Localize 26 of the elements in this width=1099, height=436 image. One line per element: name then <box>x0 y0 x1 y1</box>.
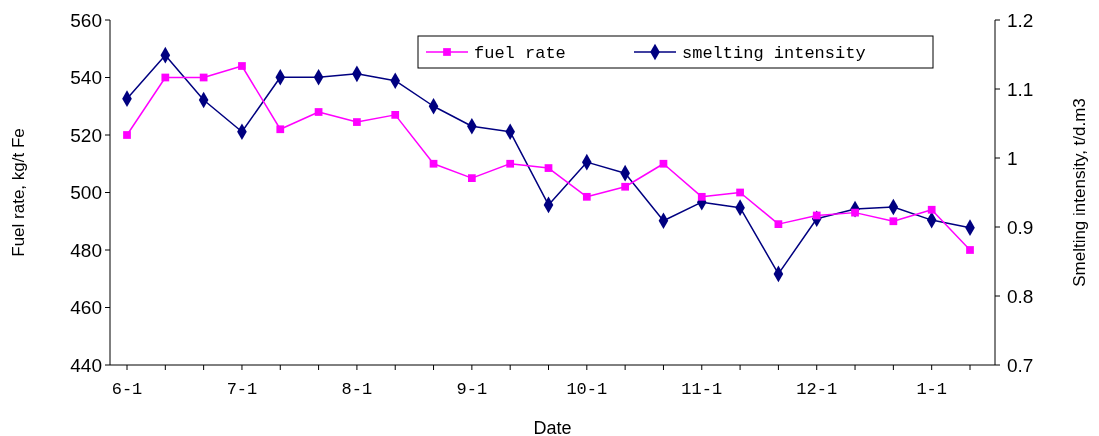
y-tick-label: 520 <box>70 124 102 146</box>
y2-tick-label: 1.1 <box>1007 78 1034 100</box>
y2-tick-label: 0.9 <box>1007 216 1034 238</box>
y-tick-label: 480 <box>70 239 102 261</box>
x-tick-label: 6-1 <box>111 380 143 399</box>
y-tick-label: 560 <box>70 9 102 31</box>
x-tick-label: 1-1 <box>916 380 947 399</box>
y-axis-title: Fuel rate, kg/t Fe <box>9 128 28 257</box>
y-tick-label: 500 <box>70 182 102 204</box>
y2-tick-label: 0.8 <box>1007 285 1034 307</box>
y2-tick-label: 0.7 <box>1007 354 1034 376</box>
x-axis-title: Date <box>533 418 572 436</box>
x-tick-label: 10-1 <box>566 380 608 399</box>
x-tick-label: 7-1 <box>226 380 258 399</box>
y2-tick-label: 1 <box>1007 147 1018 169</box>
y-tick-label: 440 <box>70 354 102 376</box>
legend-label: fuel rate <box>474 43 566 63</box>
x-tick-label: 9-1 <box>456 380 488 399</box>
y-tick-label: 540 <box>70 67 102 89</box>
y2-tick-label: 1.2 <box>1007 9 1034 31</box>
legend-label: smelting intensity <box>682 43 866 63</box>
x-tick-label: 11-1 <box>681 380 723 399</box>
x-tick-label: 8-1 <box>341 380 373 399</box>
y-tick-label: 460 <box>70 297 102 319</box>
x-tick-label: 12-1 <box>796 380 838 399</box>
y2-axis-title: Smelting intensity, t/d.m3 <box>1070 98 1089 287</box>
